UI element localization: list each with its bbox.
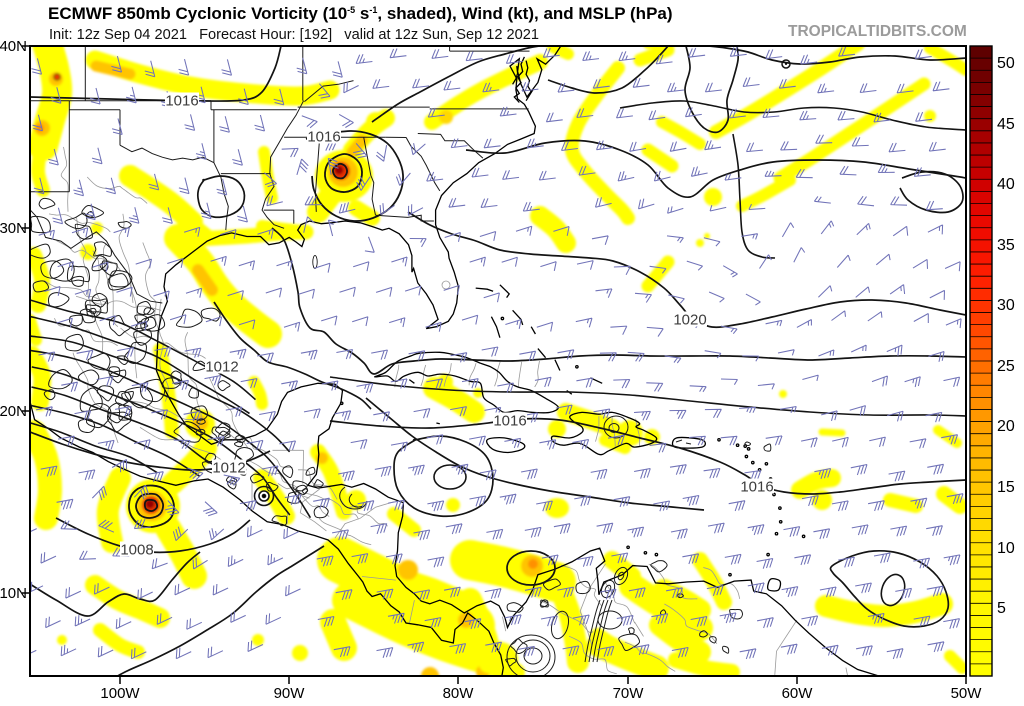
svg-text:1016: 1016 bbox=[165, 93, 198, 110]
svg-text:45: 45 bbox=[997, 116, 1015, 133]
svg-text:80W: 80W bbox=[443, 685, 475, 702]
svg-text:35: 35 bbox=[997, 237, 1015, 254]
svg-text:1008: 1008 bbox=[120, 542, 153, 559]
svg-text:10N: 10N bbox=[0, 585, 27, 602]
svg-text:40: 40 bbox=[997, 176, 1015, 193]
svg-text:15: 15 bbox=[997, 479, 1015, 496]
svg-text:1020: 1020 bbox=[673, 312, 706, 329]
svg-text:40N: 40N bbox=[0, 38, 27, 55]
svg-text:50: 50 bbox=[997, 55, 1015, 72]
svg-text:20: 20 bbox=[997, 418, 1015, 435]
svg-text:70W: 70W bbox=[613, 685, 645, 702]
svg-text:20N: 20N bbox=[0, 403, 27, 420]
svg-text:1016: 1016 bbox=[493, 413, 526, 430]
svg-text:25: 25 bbox=[997, 358, 1015, 375]
svg-text:1012: 1012 bbox=[205, 359, 238, 376]
svg-text:30: 30 bbox=[997, 297, 1015, 314]
svg-text:60W: 60W bbox=[782, 685, 814, 702]
svg-text:30N: 30N bbox=[0, 220, 27, 237]
svg-text:100W: 100W bbox=[100, 685, 140, 702]
svg-text:1016: 1016 bbox=[307, 129, 340, 146]
svg-text:10: 10 bbox=[997, 540, 1015, 557]
svg-text:50W: 50W bbox=[951, 685, 983, 702]
svg-text:1016: 1016 bbox=[740, 479, 773, 496]
svg-text:1012: 1012 bbox=[212, 460, 245, 477]
svg-text:5: 5 bbox=[997, 600, 1006, 617]
svg-text:90W: 90W bbox=[274, 685, 306, 702]
